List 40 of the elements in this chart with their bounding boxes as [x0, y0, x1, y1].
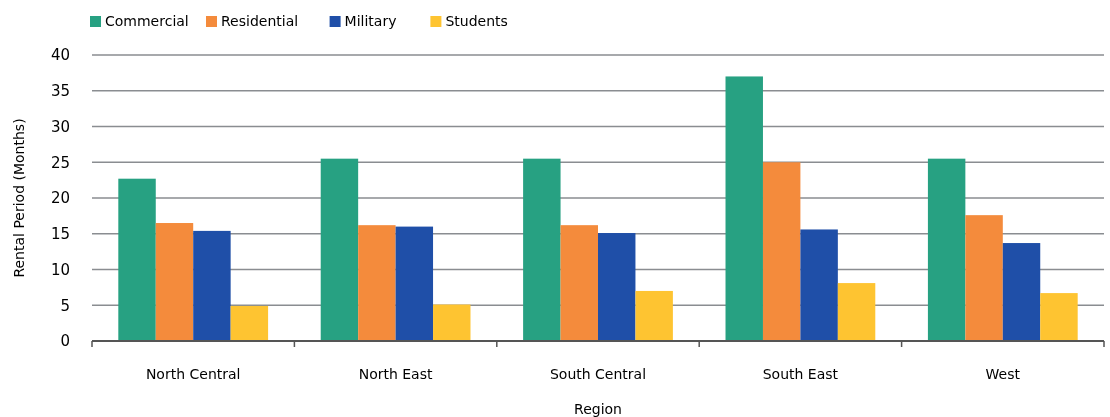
bar — [395, 226, 434, 341]
y-tick-label: 15 — [50, 225, 70, 243]
bar — [433, 304, 471, 341]
bar — [927, 158, 966, 341]
bar — [155, 223, 194, 341]
bar — [118, 178, 156, 341]
x-tick-label: North Central — [145, 366, 241, 382]
y-tick-label: 0 — [60, 332, 70, 351]
y-tick-label: 5 — [60, 296, 70, 315]
bar — [725, 76, 763, 341]
x-tick-label: West — [985, 366, 1021, 382]
x-tick-label: South East — [762, 366, 839, 382]
bar — [230, 305, 269, 341]
y-tick-label: 40 — [50, 46, 70, 65]
x-tick-label: North East — [358, 366, 434, 382]
legend-label: Students — [445, 13, 508, 29]
bar — [1040, 293, 1078, 341]
y-tick-label: 25 — [50, 153, 70, 172]
y-tick-label: 10 — [50, 260, 70, 279]
y-tick-label: 30 — [50, 117, 70, 136]
bar — [523, 158, 561, 341]
bar — [965, 215, 1003, 341]
legend-label: Residential — [221, 13, 299, 29]
bar — [800, 229, 838, 341]
legend-label: Commercial — [105, 13, 189, 29]
bar — [635, 290, 673, 341]
bar — [193, 230, 231, 341]
y-tick-label: 35 — [50, 82, 70, 100]
y-axis-title: Rental Period (Months) — [11, 118, 27, 278]
bar — [358, 225, 396, 341]
bar — [598, 233, 636, 341]
bar — [560, 225, 598, 341]
legend-label: Military — [344, 13, 397, 29]
x-tick-label: South Central — [549, 366, 647, 382]
bar — [762, 162, 801, 341]
bar — [837, 283, 876, 341]
x-axis-title: Region — [574, 401, 622, 417]
y-tick-label: 20 — [50, 189, 70, 208]
bar — [320, 158, 359, 341]
bar — [1002, 243, 1041, 341]
